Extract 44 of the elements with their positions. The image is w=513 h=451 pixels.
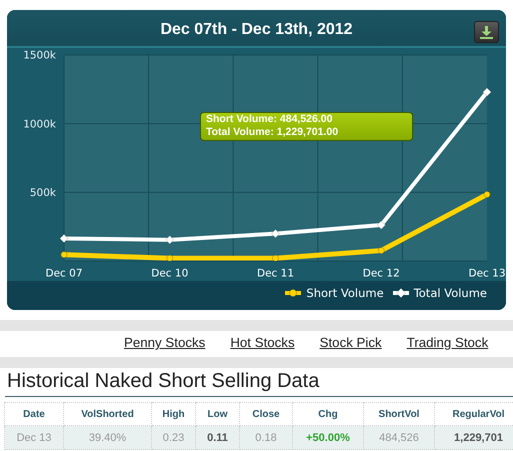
point [272, 255, 279, 261]
annotation: Short Volume: 484,526.00 [206, 113, 334, 126]
text: 484,526 [379, 432, 419, 444]
y-tick-label: 1500k [23, 50, 57, 62]
point [60, 251, 68, 258]
y-tick-label: 500k [30, 187, 57, 200]
legend-label: Total Volume [414, 286, 487, 300]
category-label: Low [196, 402, 240, 426]
point [166, 236, 174, 244]
text: Hot Stocks [230, 335, 295, 350]
point [271, 229, 280, 238]
category-label: Date [4, 402, 64, 426]
text: Trading Stock [406, 335, 488, 350]
point [484, 191, 490, 198]
x-tick-label: Dec 12 [362, 267, 400, 280]
chart-title: Dec 07th - Dec 13th, 2012 [159, 21, 354, 39]
category-label: ShortVol [364, 402, 434, 426]
text: Dec 13 [16, 432, 52, 444]
text: 0.23 [162, 432, 184, 444]
category-label: RegularVol [434, 402, 513, 426]
point [60, 234, 68, 243]
x-tick-label: Dec 07 [45, 267, 83, 280]
category-label: VolShorted [64, 402, 152, 426]
y-tick-label: 1000k [23, 118, 57, 130]
point [482, 88, 492, 96]
point [377, 220, 386, 230]
point [378, 247, 384, 254]
legend-label: Short Volume [306, 286, 384, 300]
category-label: Chg [292, 402, 364, 426]
text: Historical Naked Short Selling Data [7, 370, 320, 393]
annotation: Total Volume: 1,229,701.00 [206, 126, 338, 139]
text: Penny Stocks [124, 335, 206, 350]
x-tick-label: Dec 13 [468, 267, 506, 280]
text: 1,229,701 [454, 432, 503, 444]
text: +50.00% [306, 432, 350, 444]
text: Stock Pick [320, 335, 382, 350]
text: 0.11 [207, 432, 228, 444]
x-tick-label: Dec 11 [256, 267, 294, 280]
point [166, 255, 173, 261]
text: 0.18 [255, 432, 277, 444]
category-label: Close [240, 402, 292, 426]
x-tick-label: Dec 10 [151, 267, 188, 280]
text: 39.40% [88, 432, 126, 444]
category-label: High [152, 402, 196, 426]
